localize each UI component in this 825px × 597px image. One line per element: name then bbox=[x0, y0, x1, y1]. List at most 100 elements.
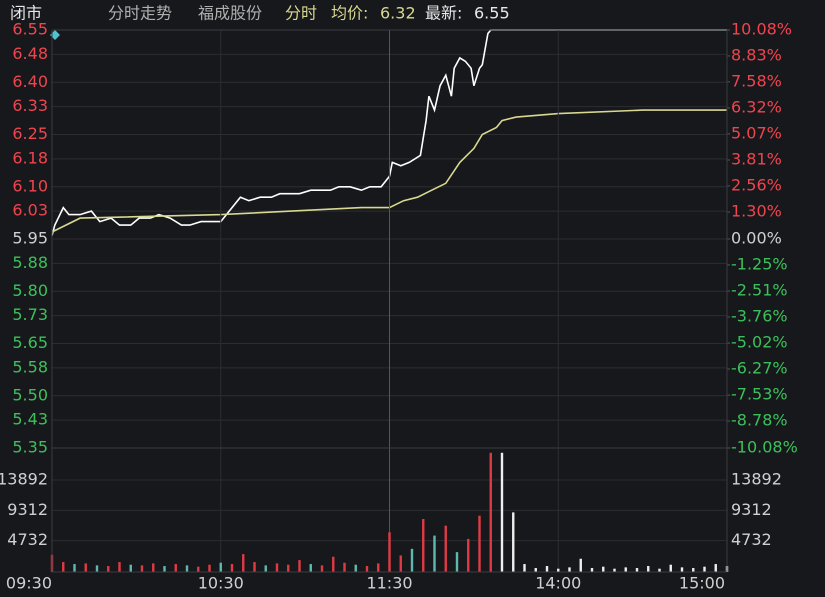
y-tick-label: 5.95 bbox=[12, 229, 48, 248]
volume-bar bbox=[388, 532, 391, 572]
y-tick-label: 6.40 bbox=[12, 72, 48, 91]
volume-bar bbox=[275, 563, 279, 572]
volume-bar bbox=[230, 564, 234, 572]
volume-bar bbox=[647, 566, 650, 572]
volume-bar bbox=[500, 452, 504, 572]
y2-tick-label: -3.76% bbox=[731, 306, 788, 325]
volume-bar bbox=[309, 564, 312, 572]
volume-bar bbox=[680, 567, 684, 572]
volume-bar bbox=[152, 563, 155, 572]
volume-bar bbox=[523, 564, 526, 572]
volume-bar bbox=[332, 556, 335, 572]
y-tick-label: 5.65 bbox=[12, 333, 48, 352]
stock-name: 福成股份 bbox=[198, 4, 262, 23]
volume-bar bbox=[669, 564, 672, 572]
volume-bar bbox=[422, 519, 425, 572]
volume-bar bbox=[95, 565, 99, 572]
x-tick-label: 15:00 bbox=[679, 574, 725, 593]
y-tick-label: 5.58 bbox=[12, 357, 48, 376]
y2-tick-label: -7.53% bbox=[731, 385, 788, 404]
volume-bar bbox=[602, 566, 605, 572]
y2-tick-label: -8.78% bbox=[731, 411, 788, 430]
mode: 分时 bbox=[285, 4, 317, 23]
y2-tick-label: 3.81% bbox=[731, 150, 782, 169]
volume-bar bbox=[444, 525, 447, 572]
y-tick-label: 6.55 bbox=[12, 20, 48, 39]
volume-bar bbox=[534, 568, 537, 572]
volume-bar bbox=[163, 566, 166, 572]
volume-bar bbox=[107, 566, 110, 572]
volume-bar bbox=[557, 568, 560, 572]
volume-bar bbox=[399, 555, 402, 572]
y-tick-label-right: 4732 bbox=[731, 530, 772, 549]
volume-bar bbox=[84, 563, 87, 572]
volume-bar bbox=[208, 564, 211, 572]
x-tick-label: 10:30 bbox=[198, 574, 244, 593]
y2-tick-label: -1.25% bbox=[731, 254, 788, 273]
y-tick-label: 5.50 bbox=[12, 385, 48, 404]
y-tick-label: 5.88 bbox=[12, 253, 48, 272]
volume-bar bbox=[658, 568, 661, 572]
y2-tick-label: 6.32% bbox=[731, 97, 782, 116]
volume-bar bbox=[185, 565, 189, 572]
y-tick-label: 5.80 bbox=[12, 281, 48, 300]
volume-bar bbox=[253, 562, 256, 572]
y2-tick-label: -10.08% bbox=[731, 438, 798, 457]
y2-tick-label: -2.51% bbox=[731, 281, 788, 300]
volume-bar bbox=[579, 558, 582, 572]
volume-bar bbox=[635, 568, 639, 572]
volume-bar bbox=[714, 564, 717, 572]
y-tick-label: 4732 bbox=[7, 530, 48, 549]
volume-bar bbox=[568, 567, 571, 572]
y-tick-label: 6.25 bbox=[12, 124, 48, 143]
y2-tick-label: -5.02% bbox=[731, 333, 788, 352]
volume-bar bbox=[197, 566, 200, 572]
y-tick-label-right: 13892 bbox=[731, 470, 782, 489]
y-tick-label: 6.48 bbox=[12, 44, 48, 63]
volume-bar bbox=[73, 564, 76, 572]
volume-bar bbox=[174, 564, 177, 572]
view: 分时走势 bbox=[108, 4, 172, 23]
y-tick-label: 13892 bbox=[0, 470, 48, 489]
last-value: 6.55 bbox=[474, 4, 510, 23]
volume-bar bbox=[343, 562, 346, 572]
volume-bar bbox=[478, 515, 481, 572]
y2-tick-label: 0.00% bbox=[731, 229, 782, 248]
y-tick-label: 6.18 bbox=[12, 148, 48, 167]
volume-bar bbox=[467, 538, 470, 572]
y2-tick-label: -6.27% bbox=[731, 359, 788, 378]
avg-label: 均价: bbox=[331, 4, 368, 23]
volume-bar bbox=[703, 566, 706, 572]
volume-bar bbox=[264, 565, 267, 572]
volume-bar bbox=[692, 568, 695, 572]
volume-bar bbox=[287, 564, 290, 572]
volume-bar bbox=[129, 564, 132, 572]
volume-bar bbox=[320, 565, 324, 572]
volume-bar bbox=[512, 512, 515, 572]
volume-bar bbox=[410, 548, 414, 572]
volume-bar bbox=[590, 568, 594, 572]
status: 闭市 bbox=[10, 4, 42, 23]
volume-bar bbox=[242, 554, 245, 572]
y2-tick-label: 1.30% bbox=[731, 202, 782, 221]
y-tick-label: 5.43 bbox=[12, 410, 48, 429]
y2-tick-label: 10.08% bbox=[731, 20, 792, 39]
volume-bar bbox=[489, 452, 492, 572]
y-tick-label: 6.10 bbox=[12, 176, 48, 195]
last-label: 最新: bbox=[425, 4, 462, 23]
y-tick-label: 9312 bbox=[7, 500, 48, 519]
volume-bar bbox=[140, 565, 144, 572]
y2-tick-label: 5.07% bbox=[731, 123, 782, 142]
volume-bar bbox=[455, 552, 459, 572]
y-tick-label: 6.33 bbox=[12, 96, 48, 115]
volume-bar bbox=[365, 566, 369, 572]
volume-bar bbox=[613, 568, 616, 572]
y2-tick-label: 8.83% bbox=[731, 45, 782, 64]
y-tick-label: 6.03 bbox=[12, 201, 48, 220]
x-tick-label: 14:00 bbox=[535, 574, 581, 593]
volume-bar bbox=[377, 563, 380, 572]
volume-bar bbox=[624, 567, 627, 572]
y2-tick-label: 7.58% bbox=[731, 71, 782, 90]
